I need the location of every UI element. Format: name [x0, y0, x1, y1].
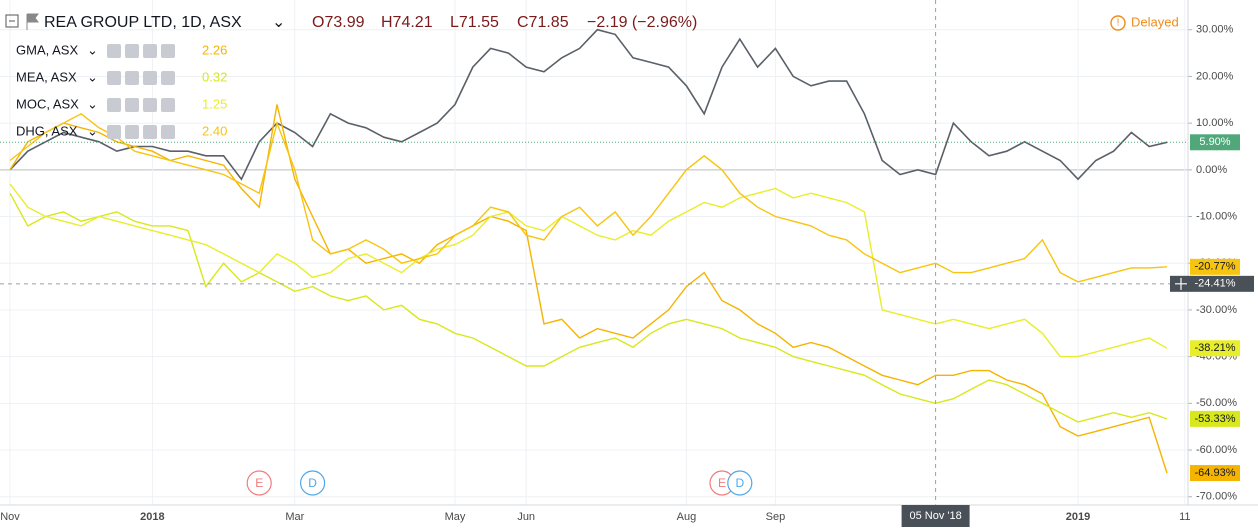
- event-marker[interactable]: [727, 470, 753, 496]
- legend-button[interactable]: [161, 98, 175, 112]
- y-tick-label: -60.00%: [1196, 444, 1237, 456]
- x-tick-label: 2019: [1066, 511, 1090, 523]
- last-value-badge: [1190, 410, 1240, 427]
- legend-name[interactable]: MOC, ASX: [16, 96, 79, 111]
- event-label: E: [718, 476, 726, 490]
- legend-caret: ⌄: [87, 42, 98, 57]
- cursor-icon: [1175, 277, 1187, 290]
- delayed-icon: !: [1117, 18, 1120, 29]
- crosshair-x-label: 05 Nov '18: [909, 510, 961, 522]
- compare-line: [9, 183, 1168, 358]
- ohlc-close: C71.85: [517, 14, 569, 31]
- price-change: −2.19 (−2.96%): [587, 14, 697, 31]
- last-value-label: 5.90%: [1199, 136, 1230, 148]
- compare-line: [9, 112, 1168, 283]
- legend-price: 2.40: [202, 123, 227, 138]
- legend-button[interactable]: [125, 44, 139, 58]
- x-tick-label: 2018: [140, 511, 164, 523]
- y-tick-label: 10.00%: [1196, 117, 1234, 129]
- last-value-label: -20.77%: [1195, 261, 1236, 273]
- legend-button[interactable]: [143, 44, 157, 58]
- legend-price: 0.32: [202, 69, 227, 84]
- delayed-icon: [1110, 15, 1126, 31]
- x-tick-label: Aug: [677, 511, 697, 523]
- last-value-label: -53.33%: [1195, 413, 1236, 425]
- crosshair-y-box: [1170, 275, 1254, 292]
- delayed-status[interactable]: Delayed: [1131, 14, 1179, 29]
- event-marker[interactable]: [246, 470, 272, 496]
- legend-button[interactable]: [161, 125, 175, 139]
- ohlc-high: H74.21: [381, 14, 433, 31]
- y-tick-label: 0.00%: [1196, 164, 1227, 176]
- y-tick-label: -70.00%: [1196, 491, 1237, 503]
- legend-name[interactable]: GMA, ASX: [16, 42, 78, 57]
- legend-name[interactable]: DHG, ASX: [16, 123, 78, 138]
- legend-button[interactable]: [107, 125, 121, 139]
- compare-line: [9, 104, 1168, 474]
- legend-button[interactable]: [143, 98, 157, 112]
- legend-button[interactable]: [125, 98, 139, 112]
- legend-name[interactable]: MEA, ASX: [16, 69, 77, 84]
- x-tick-label: Sep: [766, 511, 786, 523]
- last-value-badge: [1190, 134, 1240, 151]
- legend-button[interactable]: [125, 125, 139, 139]
- x-tick-label: Mar: [285, 511, 304, 523]
- event-label: D: [308, 476, 317, 490]
- symbol-title[interactable]: REA GROUP LTD, 1D, ASX: [44, 14, 242, 31]
- y-tick-label: 20.00%: [1196, 70, 1234, 82]
- legend-price: 2.26: [202, 42, 227, 57]
- y-tick-label: -30.00%: [1196, 304, 1237, 316]
- x-tick-label: 11: [1179, 511, 1190, 523]
- y-tick-label: -10.00%: [1196, 210, 1237, 222]
- legend-button[interactable]: [161, 44, 175, 58]
- last-value-badge: [1190, 258, 1240, 275]
- legend-button[interactable]: [143, 71, 157, 85]
- legend-price: 1.25: [202, 96, 227, 111]
- x-tick-label: May: [445, 511, 466, 523]
- ohlc-low: L71.55: [450, 14, 499, 31]
- crosshair-x-box: [901, 505, 970, 527]
- last-value-label: -64.93%: [1195, 467, 1236, 479]
- x-tick-label: Jun: [517, 511, 535, 523]
- legend-button[interactable]: [107, 71, 121, 85]
- legend-button[interactable]: [143, 125, 157, 139]
- flag-icon[interactable]: [26, 13, 39, 30]
- y-tick-label: 30.00%: [1196, 24, 1234, 36]
- legend-button[interactable]: [107, 98, 121, 112]
- dropdown-caret[interactable]: ⌄: [272, 14, 285, 31]
- compare-line: [9, 192, 1168, 423]
- last-value-badge: [1190, 340, 1240, 357]
- last-value-label: -38.21%: [1195, 342, 1236, 354]
- legend-button[interactable]: [125, 71, 139, 85]
- price-line: [9, 28, 1168, 181]
- event-marker[interactable]: [300, 470, 326, 496]
- y-tick-label: -50.00%: [1196, 397, 1237, 409]
- legend-caret: ⌄: [87, 69, 98, 84]
- legend-caret: ⌄: [87, 123, 98, 138]
- x-tick-label: Nov: [0, 511, 20, 523]
- collapse-icon[interactable]: [5, 14, 19, 28]
- legend-caret: ⌄: [87, 96, 98, 111]
- last-value-badge: [1190, 465, 1240, 482]
- event-label: D: [735, 476, 744, 490]
- legend-button[interactable]: [107, 44, 121, 58]
- ohlc-open: O73.99: [312, 14, 365, 31]
- legend-button[interactable]: [161, 71, 175, 85]
- event-label: E: [255, 476, 263, 490]
- crosshair-y-label: -24.41%: [1195, 278, 1236, 290]
